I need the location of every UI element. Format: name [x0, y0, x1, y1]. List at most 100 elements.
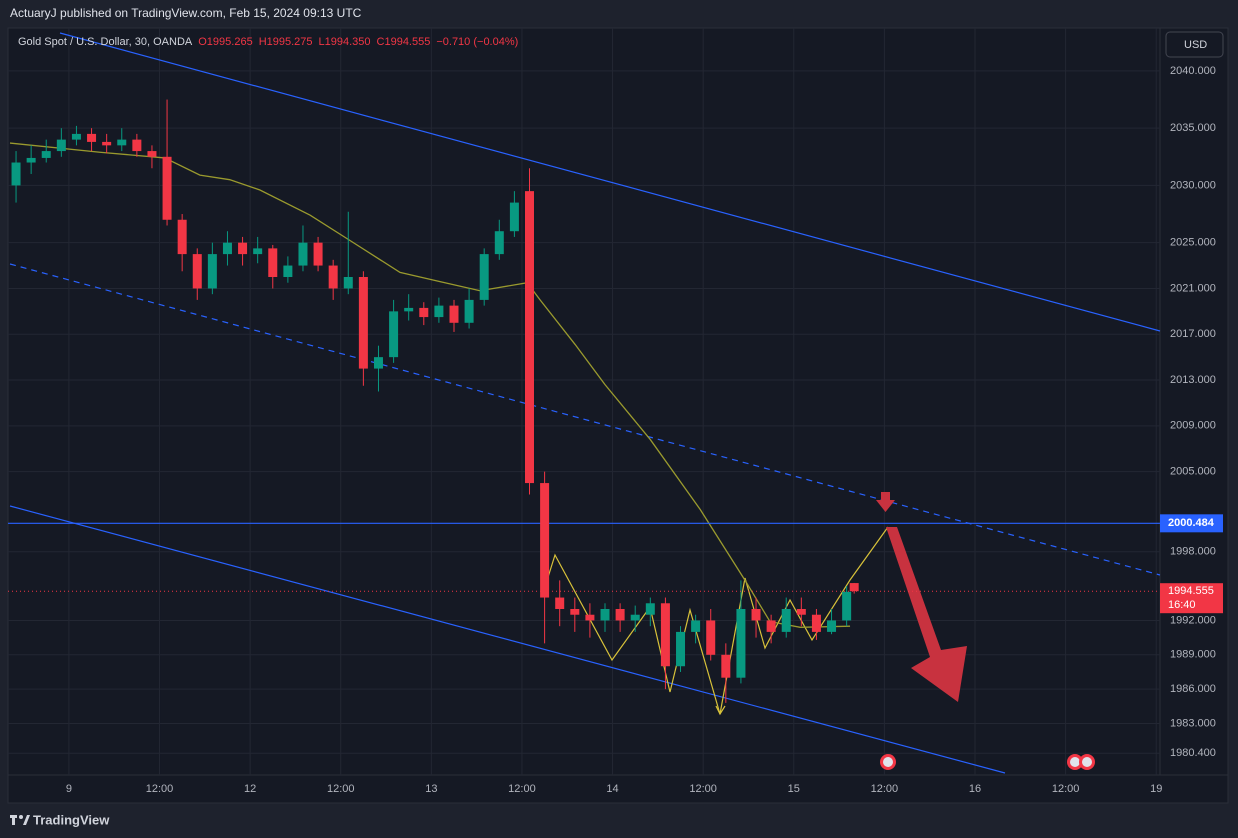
chart-panel: [7, 27, 1229, 804]
candle-body: [509, 202, 519, 232]
candle-body: [389, 311, 399, 358]
x-tick-label: 9: [66, 783, 72, 795]
y-tick-label: 1992.000: [1170, 614, 1216, 626]
grid: [8, 28, 1160, 775]
currency-button[interactable]: [1165, 31, 1224, 58]
candle-body: [26, 157, 36, 163]
symbol-title: Gold Spot / U.S. Dollar, 30, OANDA: [18, 36, 193, 48]
candle-body: [71, 133, 81, 140]
y-tick-label: 2030.000: [1170, 179, 1216, 191]
event-flag-inner: [1070, 757, 1080, 767]
candle-body: [525, 191, 535, 484]
candle-body: [404, 307, 414, 312]
candle-body: [849, 583, 859, 592]
candle-body: [268, 248, 278, 277]
candle-body: [540, 483, 550, 598]
candle-body: [464, 299, 474, 323]
candle-body: [222, 242, 232, 255]
last-price-tag: [1160, 583, 1223, 614]
candle-body: [691, 620, 701, 632]
candle-body: [162, 156, 172, 220]
logo-stem: [12, 815, 15, 825]
y-tick-label: 1980.400: [1170, 747, 1216, 759]
y-tick-label: 2021.000: [1170, 282, 1216, 294]
candle-body: [298, 242, 308, 266]
down-arrow-small-head: [876, 500, 895, 512]
candle-body: [117, 139, 127, 146]
x-tick-label: 12:00: [1052, 783, 1080, 795]
x-tick-label: 12:00: [871, 783, 899, 795]
y-tick-label: 1998.000: [1170, 546, 1216, 558]
candle-body: [207, 254, 217, 289]
candle-body: [313, 242, 323, 266]
candle-body: [660, 603, 670, 667]
down-arrow-large: [886, 527, 967, 702]
candle-body: [238, 242, 248, 255]
channel-lower: [9, 505, 1006, 774]
brand-logo: [10, 815, 30, 825]
y-tick-label: 1983.000: [1170, 717, 1216, 729]
candle-body: [766, 620, 776, 632]
candle-body: [434, 305, 444, 318]
last-price-label: 1994.555: [1168, 585, 1214, 597]
x-tick-label: 19: [1150, 783, 1162, 795]
candle-body: [781, 609, 791, 632]
candle-body: [796, 609, 806, 615]
candle-body: [842, 591, 852, 621]
candle-body: [811, 614, 821, 632]
published-line: ActuaryJ published on TradingView.com, F…: [10, 6, 362, 20]
candle-body: [56, 139, 66, 152]
ohlc-open: O1995.265: [198, 36, 252, 48]
candle-body: [600, 609, 610, 621]
x-tick-label: 12: [244, 783, 256, 795]
ohlc-high: H1995.275: [259, 36, 313, 48]
candle-body: [41, 151, 51, 158]
x-tick-label: 15: [788, 783, 800, 795]
event-flag-inner: [1082, 757, 1092, 767]
candle-body: [102, 141, 112, 146]
candle-body: [132, 139, 142, 152]
y-tick-label: 2035.000: [1170, 122, 1216, 134]
zigzag-head: [715, 705, 726, 716]
candle-body: [736, 609, 746, 678]
y-tick-label: 2025.000: [1170, 237, 1216, 249]
ohlc-low: L1994.350: [319, 36, 371, 48]
marks: [8, 99, 1160, 703]
candle-body: [615, 609, 625, 621]
brand-name: TradingView: [33, 812, 110, 827]
candle-body: [706, 620, 716, 655]
candle-body: [479, 254, 489, 300]
level-label: 2000.484: [1168, 517, 1215, 529]
y-tick-label: 2040.000: [1170, 65, 1216, 77]
axes: 2040.000 2035.000 2030.000 2025.000 2021.000…: [66, 65, 1223, 795]
legend-header: Gold Spot / U.S. Dollar, 30, OANDA O1995.…: [18, 36, 518, 48]
candle-body: [449, 305, 459, 323]
channel-upper: [59, 32, 1161, 332]
candle-body: [721, 654, 731, 678]
x-tick-label: 12:00: [146, 783, 174, 795]
logo-slash: [23, 815, 30, 825]
y-tick-label: 2013.000: [1170, 374, 1216, 386]
candle-body: [555, 597, 565, 609]
candle-body: [283, 265, 293, 277]
x-tick-label: 16: [969, 783, 981, 795]
candle-body: [177, 219, 187, 255]
candle-body: [328, 265, 338, 289]
candle-body: [373, 357, 383, 369]
candle-body: [570, 609, 580, 615]
candle-body: [585, 614, 595, 621]
y-tick-label: 1989.000: [1170, 649, 1216, 661]
candle-body: [645, 603, 655, 615]
candle-body: [630, 614, 640, 621]
currency-label: USD: [1184, 39, 1207, 51]
candle-body: [147, 151, 157, 157]
x-tick-label: 12:00: [508, 783, 536, 795]
candle-body: [676, 631, 686, 667]
price-axis: [1159, 27, 1229, 776]
change: −0.710 (−0.04%): [436, 36, 518, 48]
candle-body: [192, 254, 202, 289]
candle-body: [358, 277, 368, 369]
candle-body: [11, 162, 21, 186]
candle-body: [253, 248, 263, 255]
